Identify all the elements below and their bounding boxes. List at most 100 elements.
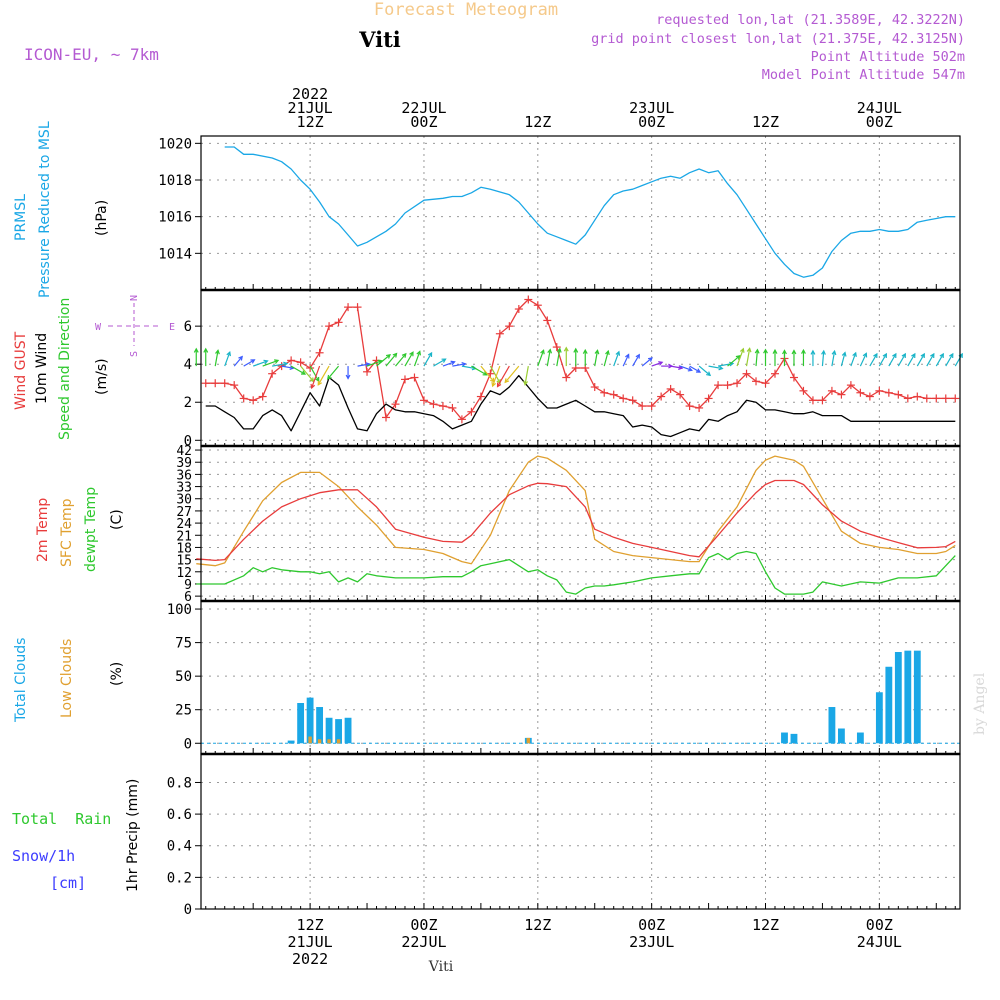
wind-arrow	[496, 365, 510, 388]
top-time-label: 21JUL	[288, 99, 333, 117]
wind-gust-label: Wind GUST	[13, 331, 29, 410]
low-cloud-bar	[317, 739, 322, 744]
y-tick-label: 36	[176, 468, 192, 483]
y-tick-label: 2	[184, 395, 192, 411]
wind-arrow-head	[687, 366, 693, 372]
gust-marker	[865, 392, 874, 401]
wind-arrow-shaft	[309, 365, 320, 382]
gust-marker	[524, 295, 533, 304]
wind-arrow-shaft	[404, 351, 414, 367]
wind-arrow-shaft	[641, 357, 653, 367]
wind-arrow	[622, 353, 630, 367]
gust-marker	[258, 392, 267, 401]
wind-arrow-head	[317, 380, 323, 386]
watermark: by Angel	[972, 672, 988, 735]
wind-arrow-head	[678, 365, 684, 370]
gust-marker	[609, 390, 618, 399]
wind-arrow-head	[735, 355, 741, 360]
precip-snow-unit: [cm]	[50, 874, 86, 892]
wind-arrow	[897, 352, 906, 367]
gust-line	[205, 298, 956, 421]
wind-arrow-head	[873, 352, 878, 358]
gust-marker	[695, 403, 704, 412]
wind-arrow-shaft	[317, 365, 330, 386]
low-cloud-bar	[336, 739, 341, 744]
wind-arrow-head	[862, 352, 868, 358]
y-tick-label: 0	[184, 736, 192, 752]
temp-sfc-label: SFC Temp	[59, 498, 75, 567]
y-tick-label: 15	[176, 554, 192, 569]
y-tick-label: 100	[167, 602, 192, 618]
y-tick-label: 33	[176, 481, 192, 496]
wind-arrow-head	[729, 361, 735, 367]
wind-arrow	[791, 349, 797, 367]
wind-arrow-head	[427, 351, 433, 357]
wind-arrow-head	[540, 349, 545, 355]
y-tick-label: 0	[184, 902, 192, 918]
wind-arrow-shaft	[916, 353, 925, 367]
top-time-label: 00Z	[410, 113, 437, 131]
wind-arrow	[727, 355, 741, 367]
y-tick-label: 12	[176, 566, 192, 581]
gust-marker	[600, 388, 609, 397]
wind-arrow	[317, 365, 330, 386]
y-tick-label: 1014	[158, 246, 192, 262]
wind-arrow-head	[326, 374, 332, 380]
total-cloud-bar	[913, 650, 921, 744]
top-time-label: 22JUL	[401, 99, 446, 117]
gust-marker	[704, 394, 713, 403]
wind-arrow-head	[739, 347, 745, 353]
total-cloud-bar	[837, 728, 845, 744]
wind-arrow-shaft	[262, 359, 279, 367]
gust-marker	[685, 402, 694, 411]
wind-arrow-head	[920, 352, 925, 358]
wind-arrow-shaft	[433, 358, 446, 367]
total-cloud-bar	[781, 732, 788, 744]
wind-arrow	[869, 352, 878, 367]
y-tick-label: 50	[175, 669, 192, 685]
wind-arrow	[954, 352, 963, 367]
total-cloud-bar	[885, 666, 893, 744]
wind-arrow	[582, 348, 588, 367]
y-tick-label: 0.2	[167, 870, 192, 886]
wind-arrow-shaft	[300, 365, 314, 382]
wind-arrow	[594, 349, 600, 367]
total-cloud-bar	[894, 652, 902, 744]
gust-marker	[400, 375, 409, 384]
wind-arrow-head	[791, 349, 797, 355]
wind-arrow-head	[801, 348, 806, 354]
top-time-label: 2022	[292, 85, 328, 103]
wind-arrow-head	[625, 353, 630, 359]
gust-marker	[837, 390, 846, 399]
wind-arrow-shaft	[689, 365, 701, 373]
wind-arrow-head	[615, 350, 621, 356]
gust-marker	[438, 402, 447, 411]
wind-arrow	[433, 358, 447, 367]
wind-arrow	[689, 365, 702, 373]
gust-marker	[230, 381, 239, 390]
wind-arrow-head	[283, 361, 289, 367]
wind-arrow-shaft	[546, 349, 551, 367]
wind-arrow	[907, 352, 916, 367]
wind-arrow-shaft	[385, 353, 398, 367]
wind-arrow-head	[300, 370, 307, 375]
wind-arrow-head	[345, 374, 351, 380]
precip-rain-label: Total Rain	[12, 810, 111, 828]
wind-arrow-head	[392, 352, 398, 358]
wind-arrow-shaft	[632, 354, 640, 367]
wind-arrow	[641, 357, 653, 367]
pressure-label-msl: Pressure Reduced to MSL	[37, 121, 53, 298]
wind-arrow-shaft	[945, 353, 954, 367]
panel-clouds: 0 25 50 75 100	[167, 600, 961, 755]
wind-arrow-shaft	[708, 365, 723, 370]
wind-arrow-shaft	[613, 351, 620, 367]
gust-marker	[382, 413, 391, 422]
wind-arrow-head	[563, 346, 569, 352]
wind-arrow	[840, 351, 847, 367]
point-altitude: Point Altitude 502m	[811, 49, 965, 65]
pressure-unit: (hPa)	[94, 200, 110, 236]
wind-arrow	[563, 346, 569, 367]
wind-arrow-shaft	[442, 361, 455, 367]
